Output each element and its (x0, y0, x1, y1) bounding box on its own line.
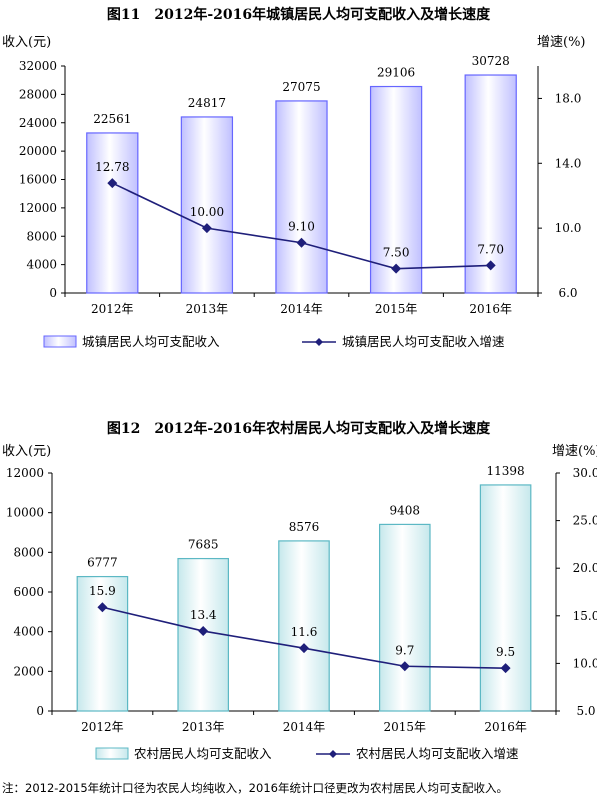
chart2-y-axis-title: 收入(元) (2, 444, 51, 459)
chart2-growth-marker-1 (97, 602, 108, 613)
chart1-bar-label: 27075 (282, 80, 320, 94)
chart2-growth-label: 9.7 (395, 643, 414, 657)
chart1-urban-income: 0 4000 8000 12000 16000 20000 24000 28000 32000 6… (2, 35, 586, 349)
chart2-bar-label: 8576 (289, 520, 320, 534)
chart1-growth-label: 7.50 (383, 246, 410, 260)
chart2-legend-line-marker (329, 750, 337, 758)
chart1-category-label: 2016年 (469, 302, 512, 316)
chart2-bar-label: 7685 (188, 538, 219, 552)
chart1-bar-3 (275, 100, 328, 294)
chart1-category-label: 2014年 (280, 302, 323, 316)
chart2-title: 图12 2012年-2016年农村居民人均可支配收入及增长速度 (106, 421, 491, 437)
chart2-y-tick-label: 6000 (13, 585, 44, 599)
chart2-category-label: 2012年 (81, 720, 124, 734)
chart2-bar-5 (479, 484, 532, 712)
chart2-bar-4 (379, 523, 431, 712)
chart1-bar-label: 30728 (472, 54, 510, 68)
chart1-category-label: 2013年 (186, 302, 229, 316)
chart2-y-tick-label: 0 (36, 704, 44, 718)
chart2-category-label: 2015年 (384, 720, 427, 734)
chart2-y-tick-label: 8000 (13, 545, 44, 559)
chart2-y2-axis-title: 增速(%) (552, 444, 597, 459)
chart2-bar-1 (76, 575, 129, 712)
chart2-growth-marker-5 (500, 663, 511, 674)
chart1-y-tick-label: 32000 (19, 59, 57, 73)
chart2-y-tick-label: 4000 (13, 625, 44, 639)
chart2-rural-income: 0 2000 4000 6000 8000 10000 12000 5.0 10.0 15.0 20… (2, 444, 597, 761)
chart1-y-tick-label: 8000 (26, 229, 57, 243)
chart1-y2-tick-label: 18.0 (555, 91, 582, 105)
chart2-legend-bar-swatch (95, 747, 129, 760)
chart1-y-tick-label: 16000 (19, 173, 57, 187)
chart1-category-label: 2012年 (91, 302, 134, 316)
chart1-y2-tick-label: 6.0 (558, 286, 577, 300)
chart1-y-axis-title: 收入(元) (2, 35, 51, 50)
chart2-y2-tick-label: 10.0 (573, 656, 597, 670)
chart2-y2-tick-label: 25.0 (573, 514, 597, 528)
chart1-growth-label: 12.78 (95, 160, 129, 174)
chart2-y-tick-label: 10000 (6, 506, 44, 520)
chart2-legend-line-label: 农村居民人均可支配收入增速 (356, 746, 519, 761)
chart1-y2-axis-title: 增速(%) (537, 35, 586, 50)
chart1-y-tick-label: 12000 (19, 201, 57, 215)
chart2-growth-label: 9.5 (496, 645, 515, 659)
chart1-bar-1 (86, 132, 139, 294)
chart1-growth-marker-5 (485, 260, 496, 271)
chart2-bar-label: 6777 (87, 556, 118, 570)
chart2-growth-label: 15.9 (89, 584, 116, 598)
chart1-growth-marker-3 (296, 237, 307, 248)
chart2-y-tick-label: 2000 (13, 664, 44, 678)
chart2-category-label: 2014年 (283, 720, 326, 734)
chart1-category-label: 2015年 (375, 302, 418, 316)
chart1-y-tick-label: 0 (49, 286, 57, 300)
chart1-y-tick-label: 28000 (19, 87, 57, 101)
chart2-legend-bar-label: 农村居民人均可支配收入 (134, 746, 272, 761)
chart2-y2-tick-label: 15.0 (573, 609, 597, 623)
footnote: 注：2012-2015年统计口径为农民人均纯收入，2016年统计口径更改为农村居… (2, 781, 508, 795)
chart2-y-tick-label: 12000 (6, 466, 44, 480)
chart1-legend-line-label: 城镇居民人均可支配收入增速 (342, 334, 505, 349)
chart1-legend-bar-label: 城镇居民人均可支配收入 (82, 334, 220, 349)
chart1-growth-marker-2 (201, 223, 212, 234)
chart1-bar-4 (369, 85, 423, 294)
chart2-bar-3 (278, 540, 330, 712)
chart1-legend-bar-swatch (43, 335, 77, 348)
chart1-growth-label: 9.10 (288, 220, 315, 234)
chart2-category-label: 2016年 (484, 720, 527, 734)
chart2-y2-tick-label: 30.0 (573, 466, 597, 480)
chart1-bar-2 (180, 116, 234, 294)
chart2-growth-label: 13.4 (190, 608, 217, 622)
chart1-y2-tick-label: 14.0 (555, 156, 582, 170)
chart2-growth-marker-4 (399, 661, 410, 672)
chart1-bar-label: 24817 (188, 96, 226, 110)
chart2-bar-label: 9408 (390, 503, 421, 517)
chart1-bar-label: 22561 (93, 112, 131, 126)
chart2-y2-tick-label: 5.0 (576, 704, 595, 718)
chart2-growth-marker-2 (198, 626, 209, 637)
chart1-title: 图11 2012年-2016年城镇居民人均可支配收入及增长速度 (106, 7, 491, 23)
chart1-growth-marker-1 (107, 178, 118, 189)
chart2-bar-label: 11398 (487, 464, 525, 478)
chart1-y-tick-label: 4000 (26, 258, 57, 272)
chart2-category-label: 2013年 (182, 720, 225, 734)
chart1-growth-label: 7.70 (477, 242, 504, 256)
chart1-growth-label: 10.00 (190, 205, 224, 219)
chart2-y2-tick-label: 20.0 (573, 561, 597, 575)
chart1-bar-label: 29106 (377, 66, 415, 80)
chart1-y-tick-label: 20000 (19, 144, 57, 158)
chart2-growth-marker-3 (299, 643, 309, 654)
chart1-growth-marker-4 (391, 263, 402, 274)
chart2-growth-label: 11.6 (291, 625, 318, 639)
chart1-bar-5 (464, 74, 517, 294)
chart1-y2-tick-label: 10.0 (555, 221, 582, 235)
chart1-legend-line-marker (315, 338, 323, 346)
chart1-y-tick-label: 24000 (19, 116, 57, 130)
